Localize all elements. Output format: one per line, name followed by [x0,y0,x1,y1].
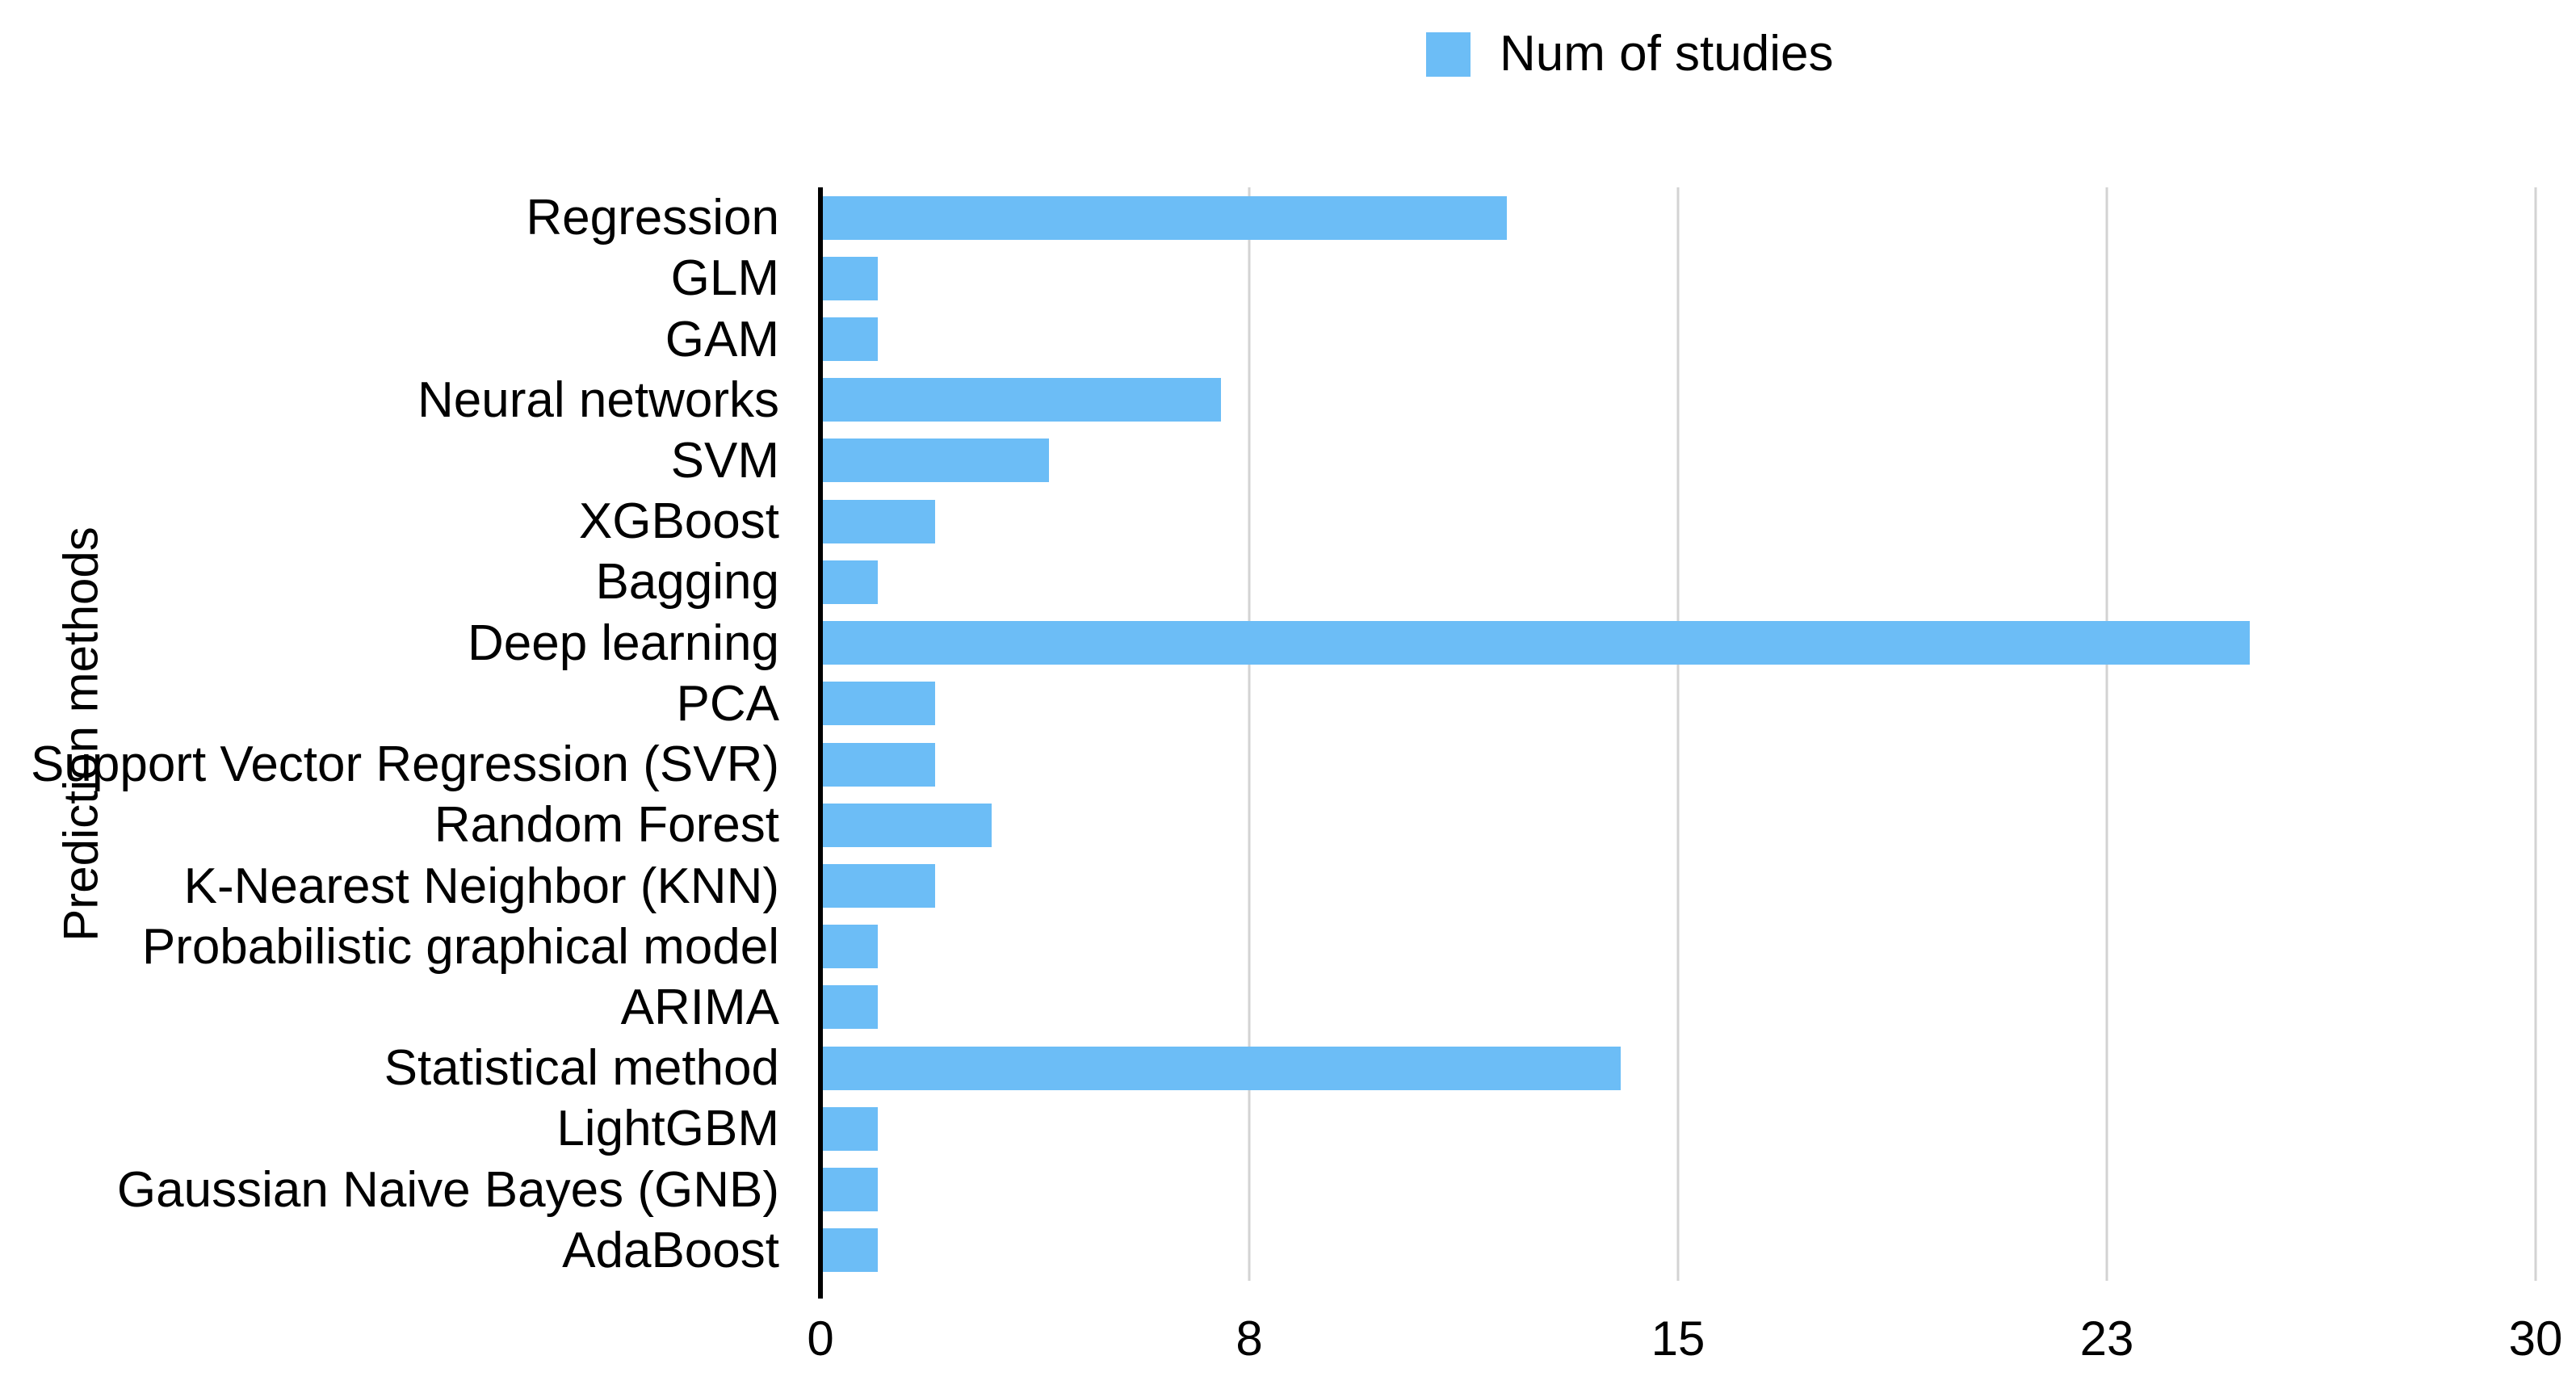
bar [820,985,878,1030]
category-label: Bagging [595,554,779,611]
bar [820,256,878,300]
category-label: LightGBM [556,1101,779,1157]
category-label: K-Nearest Neighbor (KNN) [183,858,779,914]
category-label: Probabilistic graphical model [141,918,779,975]
bar [820,742,935,787]
bar-row [820,977,2536,1038]
plot-area [820,187,2537,1281]
bar [820,682,935,726]
bar [820,317,878,362]
bar [820,1168,878,1212]
bar [820,864,935,909]
bar-row [820,795,2536,855]
bar-row [820,1038,2536,1098]
bars [820,187,2536,1281]
y-axis-line [818,187,823,1299]
category-label: Support Vector Regression (SVR) [31,736,779,793]
bar [820,621,2250,665]
x-tick-label: 8 [1236,1311,1263,1366]
bar [820,925,878,969]
bar [820,560,878,604]
legend-swatch [1426,31,1471,77]
category-label: Statistical method [384,1040,779,1097]
bar [820,378,1221,422]
legend: Num of studies [1426,29,1834,79]
bar [820,1046,1622,1090]
bar [820,1228,878,1273]
bar-row [820,430,2536,491]
category-label: Neural networks [417,371,779,428]
x-tick-label: 0 [807,1311,834,1366]
gridline [1676,187,1680,1281]
bar-row [820,1220,2536,1281]
bar-row [820,552,2536,612]
bar-row [820,734,2536,795]
gridline [2534,187,2537,1281]
category-label: AdaBoost [562,1222,779,1278]
category-label: GLM [670,250,779,307]
x-tick-label: 23 [2079,1311,2134,1366]
category-label: Random Forest [434,797,779,854]
bar-row [820,1160,2536,1220]
bar-row [820,187,2536,248]
x-tick-label: 30 [2508,1311,2563,1366]
category-label: SVM [670,432,779,489]
category-label: XGBoost [578,493,779,550]
category-label: Gaussian Naive Bayes (GNB) [116,1161,779,1218]
category-label: ARIMA [620,979,779,1035]
bar-row [820,1098,2536,1159]
gridline [2105,187,2108,1281]
category-labels: Regression GLM GAM Neural networks SVM XGBoos… [0,187,779,1281]
x-tick-label: 15 [1651,1311,1705,1366]
gridline [1248,187,1251,1281]
bar-row [820,308,2536,369]
bar-row [820,674,2536,734]
bar-row [820,370,2536,430]
category-label: Regression [526,190,779,246]
bar [820,499,935,543]
bar [820,195,1507,240]
bar-row [820,917,2536,977]
bar-row [820,855,2536,916]
category-label: PCA [676,675,779,732]
bar-row [820,248,2536,308]
category-label: GAM [665,311,779,367]
x-axis-ticks: 0 8 15 23 30 [807,1310,2562,1368]
bar-row [820,613,2536,674]
bar [820,803,992,847]
legend-label: Num of studies [1500,26,1834,82]
bar-row [820,491,2536,552]
bar [820,1106,878,1151]
category-label: Deep learning [467,615,779,671]
bar [820,439,1050,483]
